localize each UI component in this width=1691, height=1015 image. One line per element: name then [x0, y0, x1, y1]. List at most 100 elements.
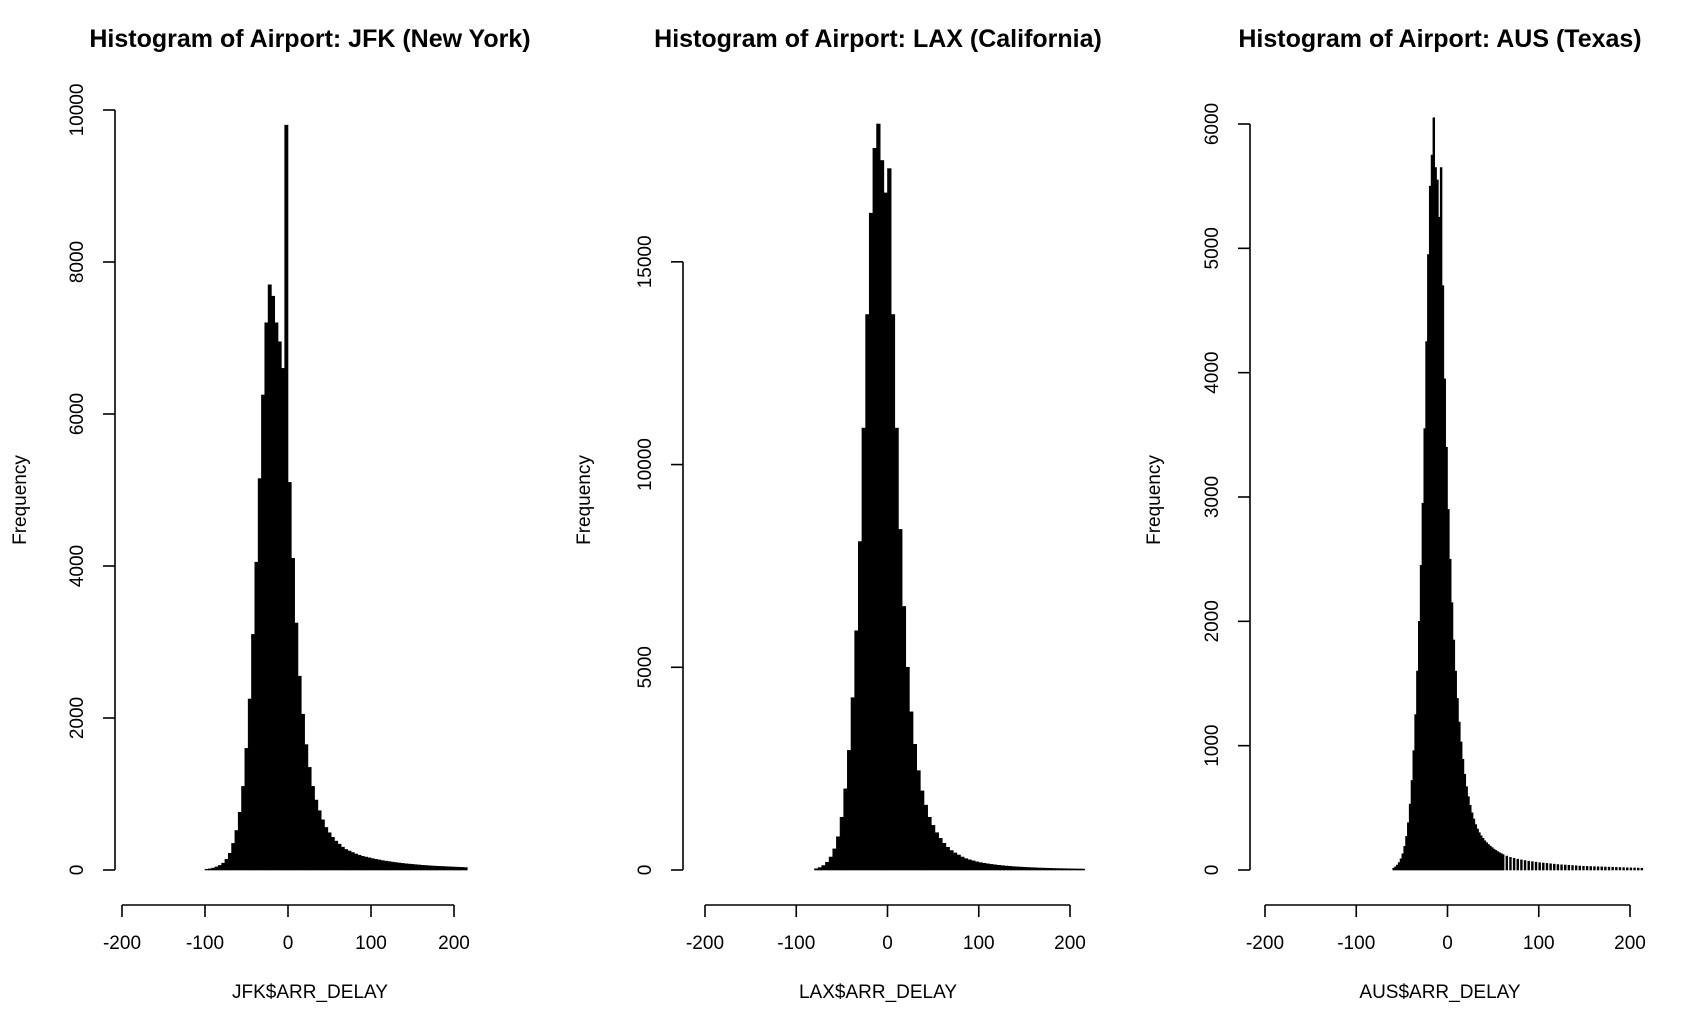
histogram-bar	[274, 322, 279, 871]
panel-jfk: Histogram of Airport: JFK (New York) -20…	[10, 25, 531, 1003]
histogram-bar	[1564, 864, 1567, 871]
x-tick-label: -200	[1246, 933, 1284, 954]
histogram-bar	[854, 630, 859, 871]
histogram-bar	[281, 368, 285, 871]
histogram-bar	[876, 123, 881, 871]
histogram-bar	[923, 804, 928, 871]
histogram-bar	[956, 854, 961, 871]
x-tick-label: -100	[777, 933, 815, 954]
histogram-bar	[1018, 866, 1023, 871]
histogram-bar	[267, 284, 272, 871]
panel-lax: Histogram of Airport: LAX (California) -…	[574, 25, 1102, 1003]
y-tick-label: 0	[635, 865, 656, 876]
histogram-bar	[1607, 866, 1611, 871]
x-axis: -200 -100 0 100 200	[1246, 904, 1646, 954]
histogram-bar	[963, 858, 969, 871]
histogram-bar	[377, 859, 382, 871]
y-axis-label: Frequency	[1144, 455, 1165, 545]
histogram-bar	[1007, 866, 1012, 871]
y-tick-label: 10000	[67, 84, 88, 137]
x-axis-label: LAX$ARR_DELAY	[799, 982, 957, 1003]
histogram-bar	[350, 852, 355, 871]
histogram-bar	[387, 861, 392, 871]
histogram-bar	[400, 863, 405, 871]
histogram-bar	[1029, 867, 1034, 871]
histogram-bar	[463, 867, 468, 871]
histogram-bar	[433, 865, 438, 871]
histogram-bar	[1637, 867, 1640, 871]
x-tick-label: 100	[963, 933, 995, 954]
histogram-bar	[916, 770, 921, 871]
histogram-bar	[1556, 864, 1560, 871]
histogram-bar	[1618, 867, 1622, 871]
histogram-bar	[447, 866, 451, 871]
histogram-bar	[221, 862, 226, 871]
histogram-bar	[327, 832, 332, 871]
x-axis: -200 -100 0 100 200	[686, 904, 1086, 954]
x-tick-label: 200	[438, 933, 470, 954]
histogram-bar	[1509, 857, 1512, 871]
histogram-bar	[370, 858, 375, 871]
histogram-bar	[894, 427, 899, 871]
histogram-bar	[1567, 864, 1571, 871]
histogram-bar	[1527, 860, 1530, 871]
histogram-bar	[244, 748, 249, 871]
histogram-bar	[1538, 862, 1541, 871]
histogram-bar	[357, 854, 362, 871]
histogram-bar	[817, 867, 823, 871]
histogram-bar	[340, 846, 345, 871]
y-axis: 0 5000 10000 15000	[635, 235, 684, 876]
histogram-bar	[317, 810, 322, 871]
histogram-bar	[1589, 866, 1592, 871]
histogram-bar	[934, 832, 939, 871]
histogram-bar	[901, 606, 907, 871]
histogram-bar	[821, 865, 826, 871]
histogram-bar	[437, 866, 442, 871]
histogram-bar	[974, 861, 980, 871]
histogram-bar	[320, 819, 325, 871]
histogram-bar	[839, 816, 844, 871]
histogram-bar	[297, 675, 302, 871]
histogram-bar	[868, 212, 874, 871]
histogram-bar	[443, 866, 448, 871]
histogram-bar	[905, 666, 910, 871]
histogram-bar	[1501, 854, 1505, 871]
histogram-bar	[374, 859, 378, 871]
histogram-bar	[1629, 867, 1633, 871]
histogram-bar	[427, 865, 432, 871]
histogram-bar	[1011, 866, 1016, 871]
histogram-bar	[898, 529, 903, 871]
y-tick-label: 8000	[67, 241, 88, 283]
histogram-bar	[231, 843, 236, 871]
x-tick-label: 100	[355, 933, 387, 954]
histogram-bar	[457, 866, 461, 871]
y-tick-label: 0	[67, 865, 88, 876]
histogram-bar	[949, 850, 954, 871]
histogram-bar	[407, 863, 412, 871]
histogram-bar	[960, 856, 965, 871]
histogram-bar	[1025, 867, 1031, 871]
y-tick-label: 0	[1202, 865, 1223, 876]
histogram-bars	[204, 124, 468, 871]
histogram-bars	[814, 123, 1085, 871]
histogram-bar	[847, 750, 852, 871]
histogram-bar	[814, 868, 819, 871]
y-tick-label: 6000	[67, 393, 88, 435]
y-tick-label: 5000	[635, 646, 656, 688]
histogram-bar	[930, 825, 936, 871]
y-tick-label: 4000	[67, 545, 88, 587]
histogram-bar	[1066, 868, 1071, 871]
histogram-bar	[261, 394, 266, 871]
histogram-bar	[251, 634, 256, 871]
histogram-bar	[938, 838, 943, 871]
histogram-bar	[364, 856, 368, 871]
histogram-bar	[985, 863, 990, 871]
histogram-bar	[1505, 855, 1509, 871]
y-tick-label: 3000	[1202, 476, 1223, 518]
histogram-bar	[887, 168, 892, 871]
histogram-bar	[1051, 868, 1056, 871]
histogram-bar	[1073, 868, 1078, 871]
y-tick-label: 10000	[635, 438, 656, 491]
histogram-bar	[967, 859, 972, 871]
